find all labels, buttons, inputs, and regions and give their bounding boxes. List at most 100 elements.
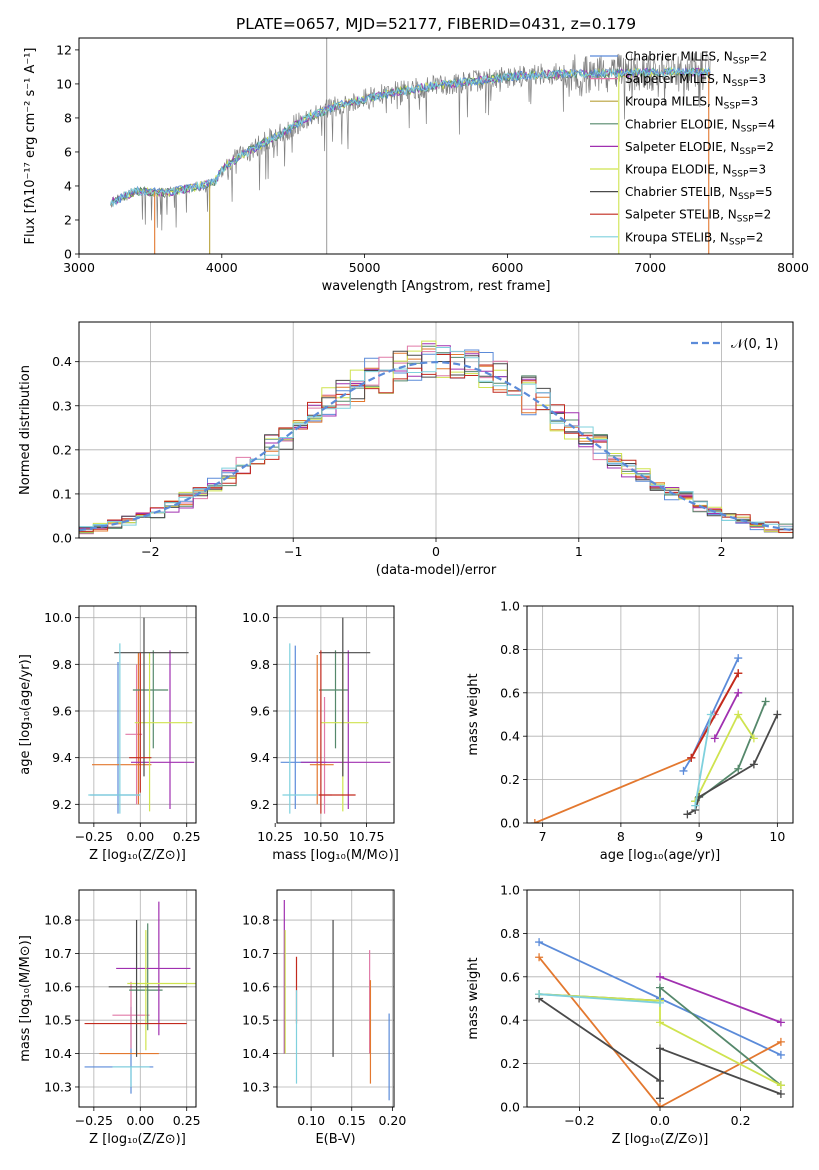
spectrum-content (109, 38, 711, 254)
residuals-xtick-label: 2 (718, 544, 726, 559)
spectrum-data-line (110, 52, 711, 231)
weight-point-marker (776, 1050, 785, 1059)
residuals-content (79, 322, 793, 538)
weight-point-marker (761, 697, 770, 706)
weight-point-marker (734, 710, 743, 719)
spectrum-ytick-label: 8 (64, 110, 72, 125)
weight-point-marker (656, 998, 664, 1007)
legend-entry-tail: =3 (748, 72, 766, 86)
weight-point-marker (683, 810, 692, 819)
age_vs_Z-panel: −0.25 0.00 0.25 9.2 9.4 9.6 9.8 10.0 Z [log₁₀(Z/… (18, 605, 201, 863)
weight-series-line (539, 993, 661, 1004)
legend-entry: Salpeter STELIB, NSSP=2 (625, 208, 771, 225)
legend-entry-tail: =5 (755, 185, 773, 199)
weight_vs_Z-xtick-label: −0.2 (564, 1113, 594, 1128)
weight_vs_Z-ytick-label: 0.2 (500, 1056, 520, 1071)
weight_vs_Z-ytick-label: 0.6 (500, 969, 520, 984)
residuals-xtick-label: 0 (432, 544, 440, 559)
weight_vs_age-frame (526, 605, 794, 824)
residuals-histogram-series (79, 347, 793, 538)
spectrum-ytick-label: 12 (56, 42, 72, 57)
legend-entry-sub: SSP (732, 79, 749, 89)
weight-point-marker (530, 819, 539, 823)
age_vs_Z-ylabel: age [log₁₀(age/yr)] (18, 654, 33, 775)
age_vs_mass-ytick-label: 9.2 (250, 797, 270, 812)
age_vs_Z-ytick-label: 9.6 (52, 704, 72, 719)
legend-entry: Chabrier MILES, NSSP=2 (625, 50, 767, 67)
weight-series-line (713, 692, 740, 739)
mass_vs_Z-ytick-label: 10.4 (44, 1046, 72, 1061)
mass_vs_Z-xtick-label: 0.00 (126, 1113, 154, 1128)
age_vs_Z-content (79, 606, 196, 823)
weight-point-marker (656, 1018, 664, 1027)
weight-series-line (534, 672, 739, 823)
spectrum-panel: 3000 4000 5000 6000 7000 8000 0 2 4 6 8 10 12 wavelen… (23, 37, 809, 294)
mass_vs_ebv-xlabel: E(B-V) (315, 1132, 355, 1147)
legend-entry-tail: =2 (746, 230, 764, 244)
residuals-ytick-label: 0.4 (52, 354, 72, 369)
legend-entry-text: Salpeter STELIB, N (625, 208, 737, 222)
legend-entry-tail: =2 (750, 50, 768, 64)
spectrum-xtick-label: 8000 (777, 260, 809, 275)
mass_vs_Z-xtick-label: 0.25 (173, 1113, 201, 1128)
plots: 3000 4000 5000 6000 7000 8000024681012wavelen… (18, 37, 809, 1147)
residuals-panel: −2 −1 0 1 2 0.0 0.1 0.2 0.3 0.4 (data-model)/error… (18, 321, 794, 578)
weight-point-marker (656, 972, 664, 981)
weight-series-line (686, 714, 779, 816)
legend-entry-text: Chabrier MILES, N (625, 50, 733, 64)
age_vs_mass-xtick-label: 10.75 (349, 829, 385, 844)
residuals-ytick-label: 0.0 (52, 531, 72, 546)
mass_vs_Z-panel: −0.25 0.00 0.25 10.3 10.4 10.5 10.6 10.7 10.8 Z [… (18, 889, 201, 1147)
weight-point-marker (535, 938, 544, 947)
weight_vs_age-ytick-label: 1.0 (500, 599, 520, 614)
weight_vs_Z-panel: −0.2 0.0 0.2 0.0 0.2 0.4 0.6 0.8 1.0 Z [log₁₀(Z/Z… (466, 883, 794, 1147)
mass_vs_ebv-ytick-label: 10.5 (242, 1013, 270, 1028)
weight-point-marker (656, 1044, 664, 1053)
spectrum-ytick-label: 2 (64, 212, 72, 227)
weight_vs_age-xlabel: age [log₁₀(age/yr)] (600, 848, 721, 863)
weight-point-marker (706, 710, 715, 719)
weight_vs_Z-ytick-label: 1.0 (500, 883, 520, 898)
spectrum-xtick-label: 7000 (634, 260, 666, 275)
legend-entry-sub: SSP (739, 147, 756, 157)
weight-point-marker (535, 953, 544, 962)
mass_vs_ebv-xtick-label: 0.20 (378, 1113, 406, 1128)
mass_vs_ebv-panel: 0.10 0.15 0.20 10.3 10.4 10.5 10.6 10.7 10.8 E(B-… (242, 889, 406, 1147)
weight_vs_age-ytick-label: 0.4 (500, 729, 520, 744)
age_vs_mass-ytick-label: 10.0 (242, 610, 270, 625)
legend-entry-text: Chabrier STELIB, N (625, 185, 738, 199)
mass_vs_ebv-xtick-label: 0.15 (338, 1113, 366, 1128)
mass_vs_Z-ytick-label: 10.8 (44, 913, 72, 928)
weight-point-marker (773, 710, 782, 719)
weight-series-line (694, 701, 767, 803)
weight_vs_age-ytick-label: 0.0 (500, 816, 520, 831)
weight_vs_age-xtick-label: 9 (695, 829, 703, 844)
weight-series-line (659, 975, 782, 1024)
age_vs_mass-ytick-label: 9.6 (250, 704, 270, 719)
mass_vs_Z-ytick-label: 10.6 (44, 979, 72, 994)
legend-entry-tail: =2 (754, 208, 772, 222)
spectrum-ytick-label: 6 (64, 144, 72, 159)
mass_vs_ebv-ytick-label: 10.3 (242, 1079, 270, 1094)
spectrum-ytick-label: 10 (56, 76, 72, 91)
age_vs_mass-xlabel: mass [log₁₀(M/M⊙)] (272, 848, 399, 863)
weight_vs_Z-xtick-label: 0.0 (650, 1113, 670, 1128)
mass_vs_ebv-ytick-label: 10.8 (242, 913, 270, 928)
weight_vs_age-content (527, 606, 793, 823)
weight_vs_Z-ytick-label: 0.0 (500, 1100, 520, 1115)
weight_vs_Z-ytick-label: 0.4 (500, 1013, 520, 1028)
weight-point-marker (734, 654, 743, 663)
residuals-xtick-label: −2 (141, 544, 159, 559)
weight-series-line (690, 672, 739, 759)
age_vs_Z-ytick-label: 9.8 (52, 657, 72, 672)
age_vs_mass-xtick-label: 10.25 (257, 829, 293, 844)
weight-point-marker (710, 734, 719, 743)
weight-point-marker (656, 983, 664, 992)
weight-series-line (538, 997, 782, 1099)
age_vs_mass-content (277, 606, 394, 823)
weight-point-marker (656, 1076, 664, 1085)
weight-point-marker (776, 1037, 785, 1046)
weight_vs_Z-frame (526, 889, 794, 1108)
mass_vs_ebv-frame (276, 889, 395, 1108)
